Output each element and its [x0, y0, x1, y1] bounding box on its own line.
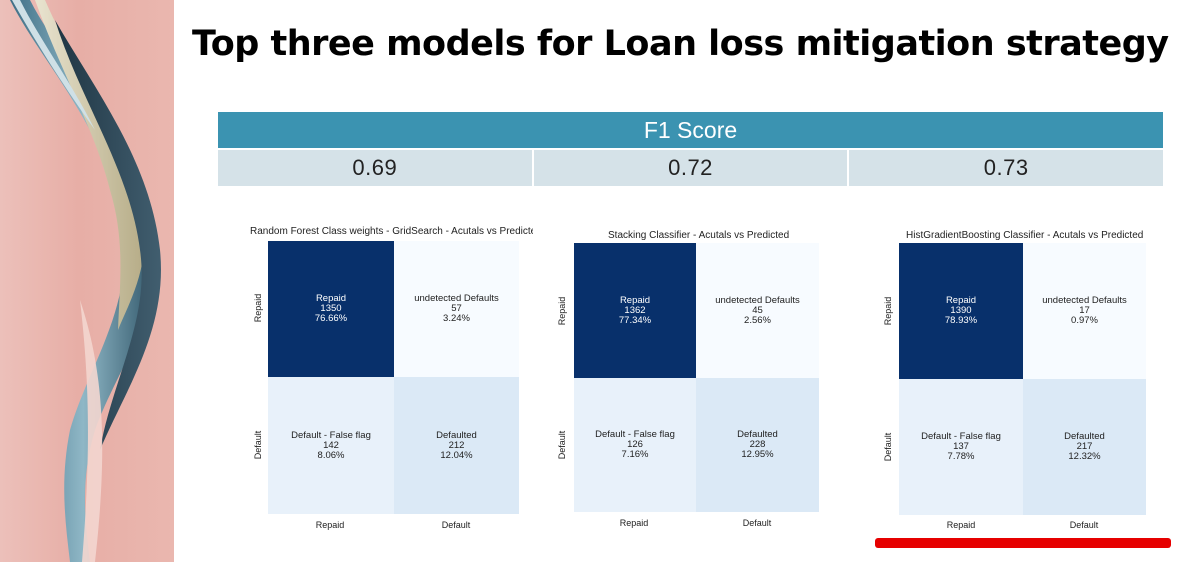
slide-title: Top three models for Loan loss mitigatio…	[192, 24, 1169, 64]
cell-percent: 12.32%	[1068, 451, 1101, 462]
cell-count: 217	[1076, 441, 1093, 452]
y-label-repaid: Repaid	[557, 296, 567, 326]
cell-label: Defaulted	[436, 429, 477, 441]
cell-percent: 2.56%	[744, 314, 771, 326]
cell-count: 57	[451, 303, 462, 314]
cell-label: Default - False flag	[291, 429, 371, 441]
x-label-default: Default	[441, 520, 471, 530]
cell-label: Repaid	[945, 295, 977, 306]
cell-percent: 7.16%	[621, 449, 649, 460]
cell-label: Default - False flag	[595, 429, 675, 440]
y-label-repaid: Repaid	[253, 293, 263, 323]
cell-true-repaid: Repaid 1362 77.34%	[574, 243, 696, 378]
cell-false-flag: Default - False flag 126 7.16%	[574, 378, 696, 512]
x-label-repaid: Repaid	[946, 520, 976, 530]
cell-label: undetected Defaults	[414, 293, 499, 304]
cell-percent: 3.24%	[443, 313, 470, 324]
cell-label: Repaid	[619, 294, 651, 306]
f1-score-header: F1 Score	[218, 112, 1163, 148]
cell-percent: 77.34%	[618, 314, 652, 326]
x-label-default: Default	[742, 518, 772, 528]
cell-count: 45	[752, 304, 763, 316]
cell-count: 212	[448, 439, 465, 451]
cell-true-repaid: Repaid 1390 78.93%	[899, 243, 1023, 379]
decorative-ribbon-art	[0, 0, 174, 562]
f1-score-row: 0.69 0.72 0.73	[218, 150, 1164, 186]
cell-count: 137	[953, 441, 969, 452]
x-label-repaid: Repaid	[619, 518, 649, 528]
cell-undetected-defaults: undetected Defaults 57 3.24%	[394, 241, 519, 377]
cell-undetected-defaults: undetected Defaults 45 2.56%	[696, 243, 819, 378]
cell-true-repaid: Repaid 1350 76.66%	[268, 241, 394, 377]
cell-percent: 7.78%	[947, 451, 975, 462]
cell-defaulted: Defaulted 228 12.95%	[696, 378, 819, 512]
cell-count: 1390	[950, 305, 972, 316]
cell-false-flag: Default - False flag 142 8.06%	[268, 377, 394, 514]
y-label-default: Default	[253, 430, 263, 460]
cell-percent: 78.93%	[944, 315, 978, 326]
x-label-repaid: Repaid	[315, 520, 345, 530]
cell-label: undetected Defaults	[1042, 295, 1127, 306]
cell-percent: 76.66%	[314, 313, 348, 324]
x-label-default: Default	[1069, 520, 1099, 530]
y-label-repaid: Repaid	[883, 296, 893, 326]
cell-label: Defaulted	[1064, 431, 1105, 442]
cell-label: Default - False flag	[921, 431, 1001, 442]
cell-count: 228	[749, 439, 766, 450]
cell-percent: 12.95%	[741, 449, 774, 460]
matrix-title: Stacking Classifier - Acutals vs Predict…	[608, 230, 790, 241]
cell-defaulted: Defaulted 212 12.04%	[394, 377, 519, 514]
cell-label: Repaid	[315, 293, 347, 304]
cell-percent: 0.97%	[1071, 315, 1098, 326]
cell-percent: 8.06%	[317, 449, 345, 461]
y-label-default: Default	[883, 432, 893, 462]
cell-count: 126	[627, 439, 643, 450]
best-model-highlight-bar	[875, 538, 1171, 548]
cell-defaulted: Defaulted 217 12.32%	[1023, 379, 1146, 515]
cell-label: undetected Defaults	[715, 294, 800, 306]
cell-percent: 12.04%	[440, 449, 473, 461]
matrix-title: Random Forest Class weights - GridSearch…	[250, 226, 533, 237]
cell-count: 1350	[320, 303, 342, 314]
f1-score-random-forest: 0.69	[218, 150, 532, 186]
f1-score-stacking: 0.72	[533, 150, 848, 186]
matrix-title: HistGradientBoosting Classifier - Acutal…	[906, 230, 1144, 241]
cell-count: 142	[323, 439, 339, 451]
cell-count: 17	[1079, 305, 1090, 316]
ribbon-art-graphic	[10, 0, 161, 562]
cell-undetected-defaults: undetected Defaults 17 0.97%	[1023, 243, 1146, 379]
cell-count: 1362	[624, 304, 646, 316]
y-label-default: Default	[557, 430, 567, 460]
cell-label: Defaulted	[737, 429, 778, 440]
f1-score-histgradientboosting: 0.73	[849, 150, 1164, 186]
cell-false-flag: Default - False flag 137 7.78%	[899, 379, 1023, 515]
